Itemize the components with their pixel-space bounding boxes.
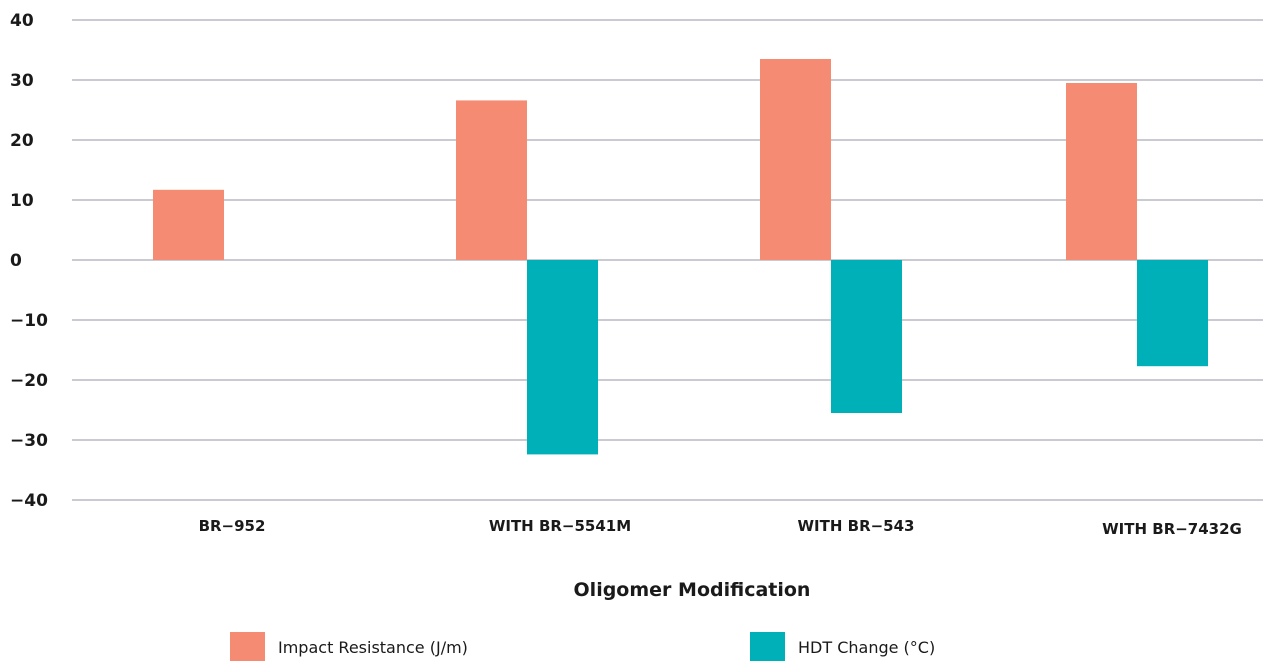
bar-impact-resistance <box>760 59 831 260</box>
x-category-label: WITH BR−543 <box>798 517 915 535</box>
legend: Impact Resistance (J/m) HDT Change (°C) <box>230 632 935 661</box>
x-category-label: WITH BR−5541M <box>489 517 631 535</box>
bar-impact-resistance <box>456 100 527 261</box>
bar-hdt-change <box>831 260 902 413</box>
x-category-label: BR−952 <box>199 517 266 535</box>
y-tick-label: 40 <box>10 11 34 31</box>
y-tick-label: 10 <box>10 191 34 211</box>
bar-hdt-change <box>1137 260 1208 367</box>
y-tick-label: 20 <box>10 131 34 151</box>
legend-label: HDT Change (°C) <box>798 638 935 657</box>
x-axis-title: Oligomer Modification <box>574 579 811 601</box>
legend-label: Impact Resistance (J/m) <box>278 638 468 657</box>
y-tick-label: 0 <box>10 251 22 271</box>
y-tick-label: 30 <box>10 71 34 91</box>
bar-impact-resistance <box>153 189 224 260</box>
y-tick-label: −30 <box>10 431 48 451</box>
legend-swatch <box>750 632 785 661</box>
x-category-label: WITH BR−7432G <box>1102 520 1242 538</box>
bar-impact-resistance <box>1066 83 1137 260</box>
y-tick-label: −10 <box>10 311 48 331</box>
bars <box>153 59 1208 455</box>
gridlines <box>72 19 1263 501</box>
y-axis-ticks: 40 30 20 10 0 −10 −20 −30 −40 <box>10 11 48 511</box>
bar-hdt-change <box>527 260 598 455</box>
y-tick-label: −20 <box>10 371 48 391</box>
y-tick-label: −40 <box>10 491 48 511</box>
legend-swatch <box>230 632 265 661</box>
x-axis-categories: BR−952 WITH BR−5541M WITH BR−543 WITH BR−74… <box>199 517 1242 538</box>
